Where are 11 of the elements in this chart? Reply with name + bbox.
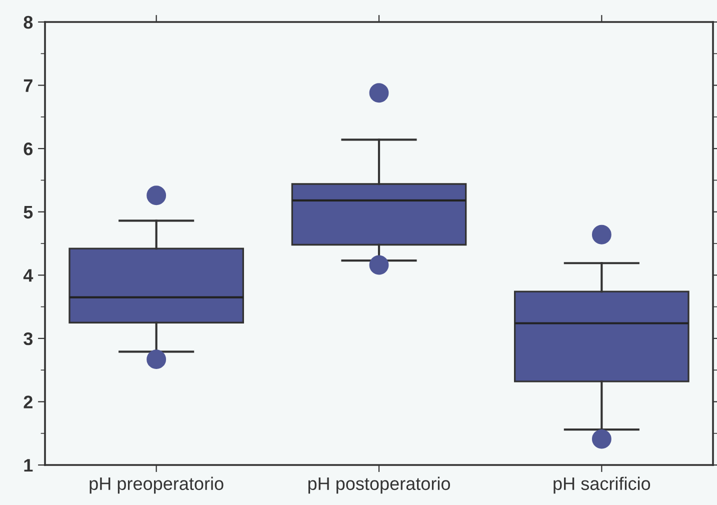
y-tick-label: 1 [24, 459, 33, 472]
y-tick-label: 2 [24, 396, 32, 408]
x-tick-label: pH sacrificio [554, 476, 650, 494]
y-tick-label: 5 [24, 206, 33, 219]
y-tick-label: 4 [23, 269, 34, 282]
y-tick-label: 6 [24, 142, 33, 156]
x-tick-label: pH preoperatorio [90, 476, 224, 494]
y-tick-label: 7 [24, 79, 32, 92]
y-tick-label: 3 [24, 332, 33, 346]
y-tick-label: 8 [24, 16, 33, 29]
x-tick-label: pH postoperatorio [308, 476, 450, 494]
